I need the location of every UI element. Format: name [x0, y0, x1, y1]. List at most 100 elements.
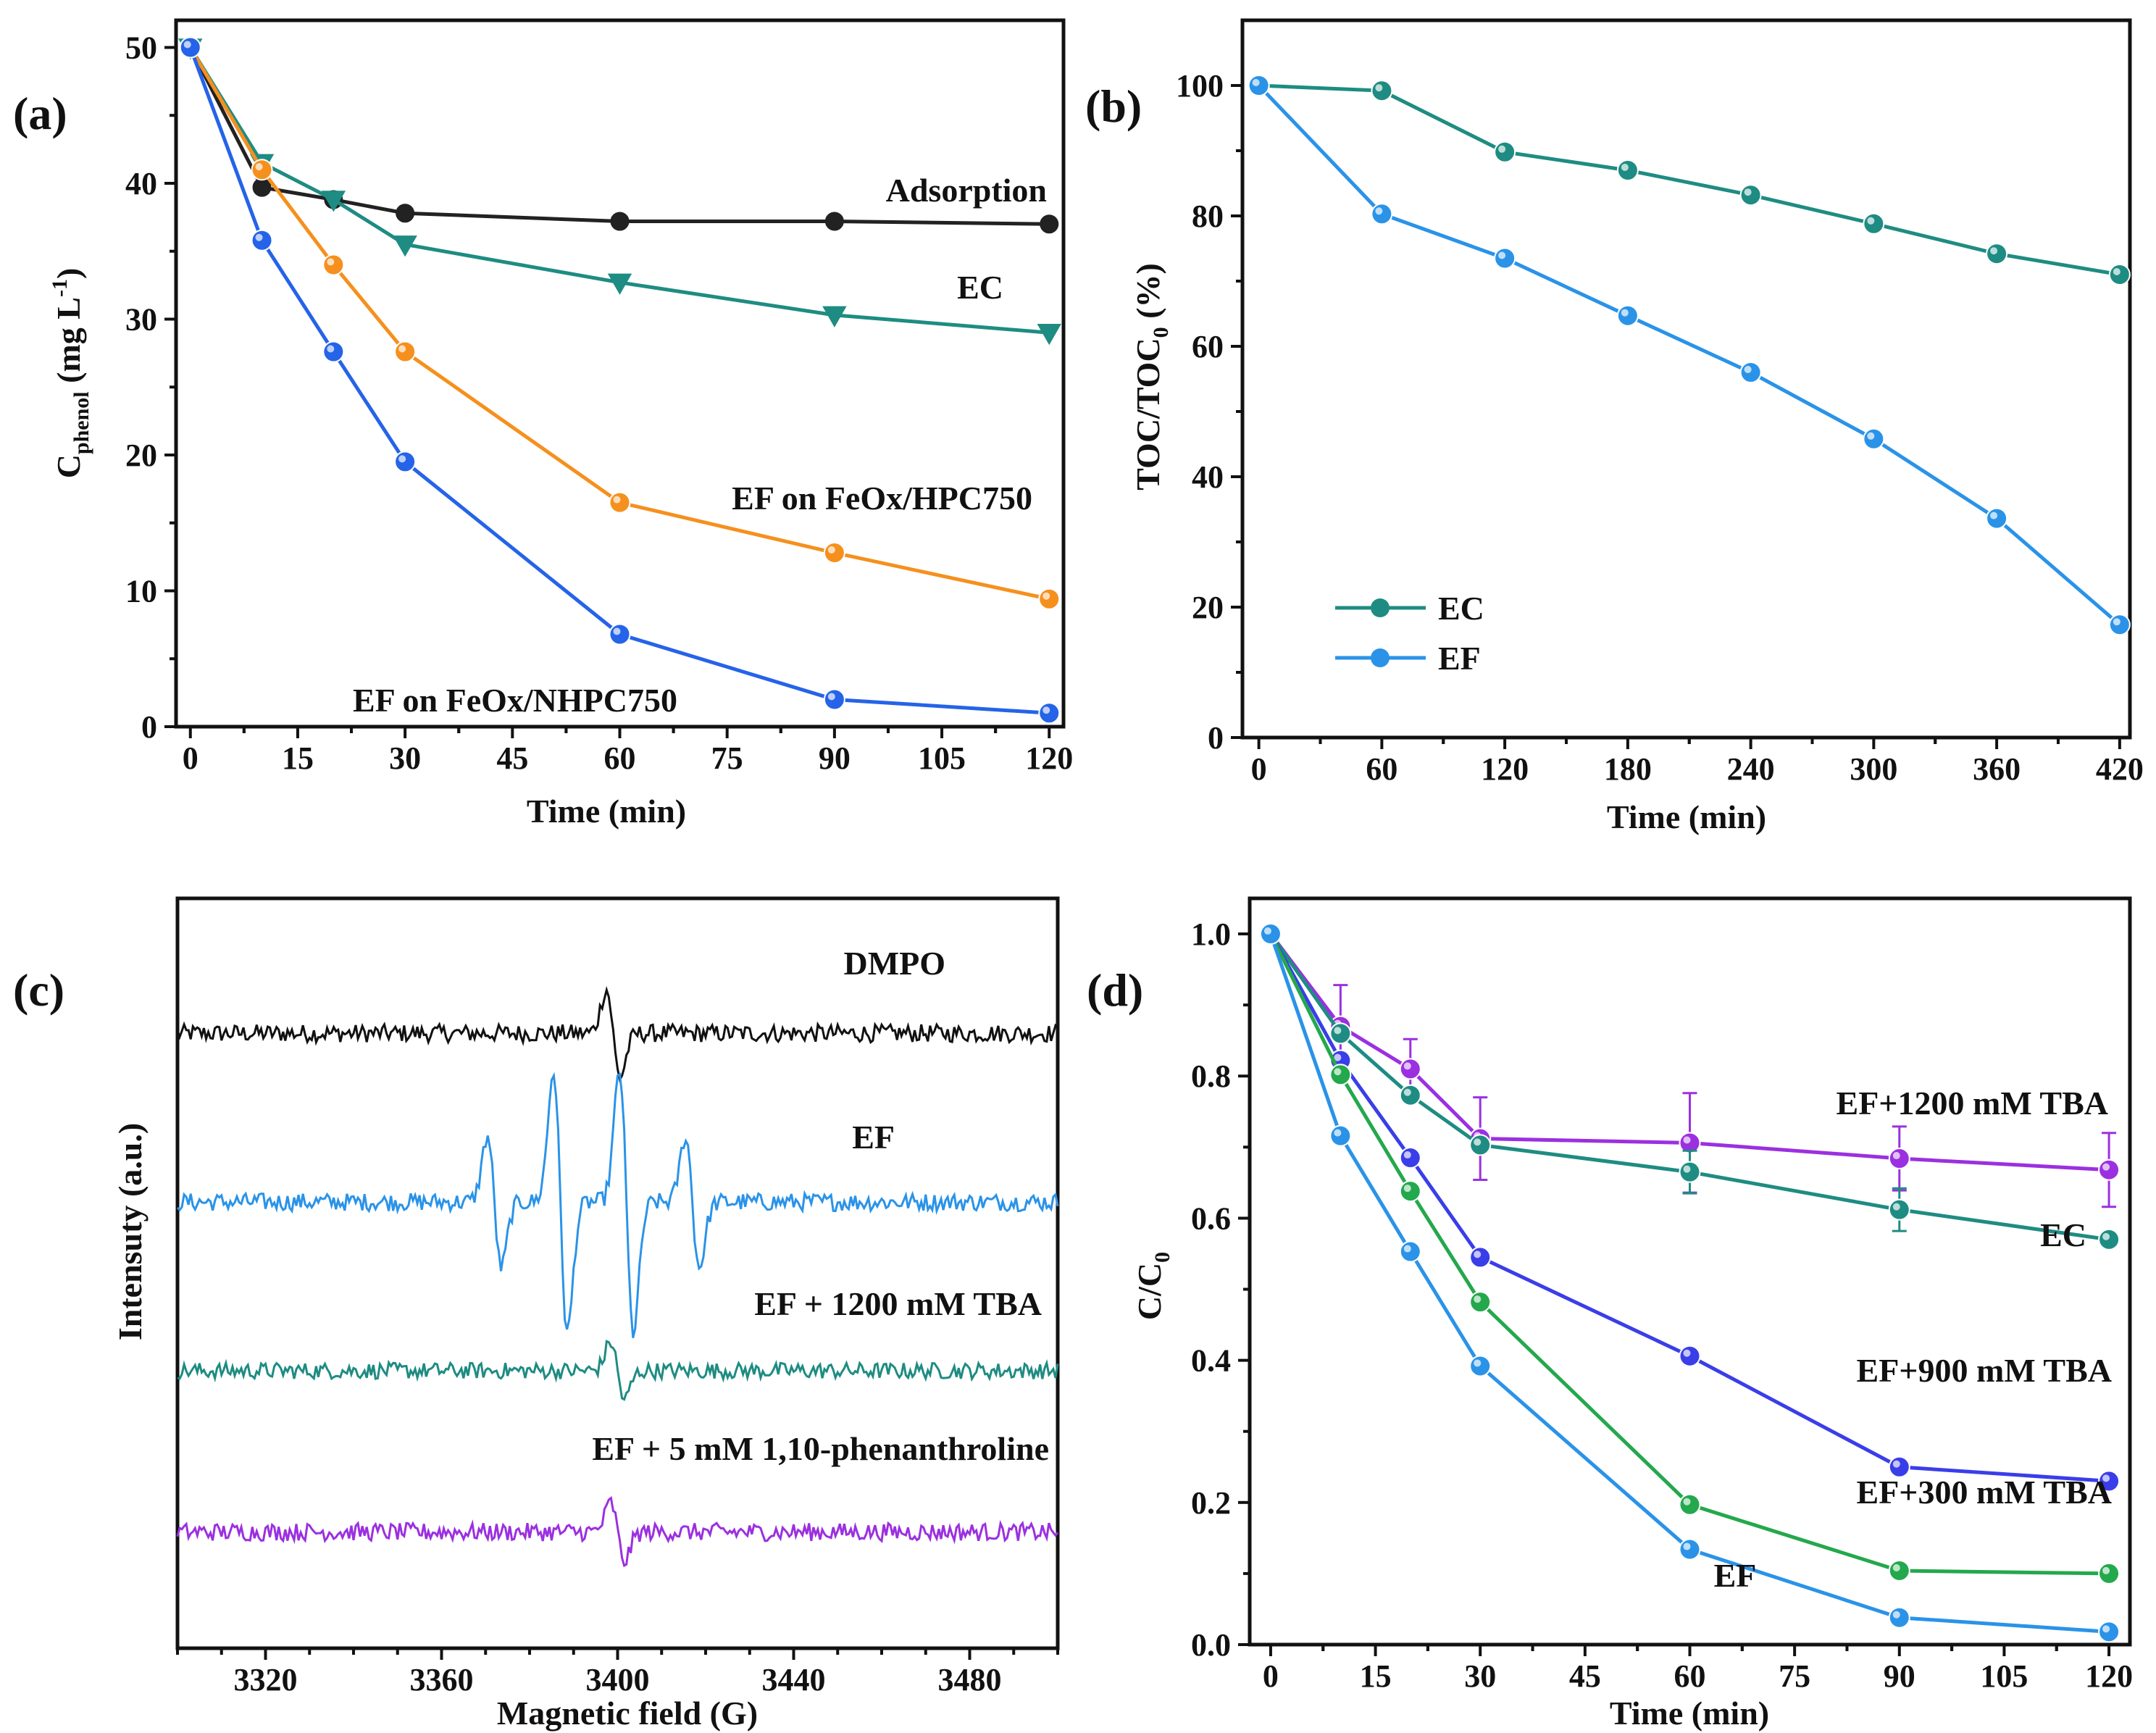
panel-a-x-tick-label: 75 — [711, 740, 743, 776]
panel-a-x-tick-label: 0 — [183, 740, 199, 776]
panel-b-series-ef-point — [1986, 507, 2008, 530]
panel-b-series-ef-point-highlight — [1252, 79, 1260, 86]
panel-b-series-ec-point-highlight — [1867, 217, 1875, 225]
panel-a-y-axis-unit: (mg L — [50, 297, 87, 391]
panel-c-plot-frame — [175, 896, 1060, 1650]
panel-c-spectrum-ef — [176, 1072, 1059, 1338]
panel-b-legend-marker-ec — [1371, 598, 1390, 617]
panel-d-series-ef-1200-mm-tba-point-highlight — [1403, 1062, 1411, 1070]
panel-a-label-ec: EC — [957, 269, 1003, 306]
panel-c-spectrum-ef-1200-mm-tba — [177, 1340, 1059, 1401]
panel-b-y-axis-unit: (%) — [1129, 263, 1166, 327]
panel-a-series-ef-on-feox-nhpc750-point-highlight — [255, 233, 263, 241]
panel-b-toc-removal: (b) 0 60 120 180 240 300 360 420 0 20 40 60 80 100 T… — [1085, 18, 2144, 835]
panel-d-x-tick-label: 45 — [1569, 1658, 1601, 1694]
panel-a-y-tick-label: 30 — [125, 302, 157, 338]
panel-c-x-tick-label: 3360 — [410, 1662, 474, 1697]
panel-d-series-ef-300-mm-tba-point — [1399, 1180, 1421, 1203]
panel-a-series-adsorption-point — [824, 212, 844, 231]
panel-d-series-ef-point-highlight — [1403, 1245, 1411, 1253]
panel-d-series-ef-300-mm-tba-point-highlight — [1334, 1068, 1342, 1076]
panel-a-series-ef-on-feox-hpc750-point — [322, 254, 345, 276]
panel-a-series-ef-on-feox-hpc750-point — [394, 341, 417, 363]
panel-c-x-tick-label: 3480 — [938, 1662, 1002, 1697]
panel-a-series-ef-on-feox-nhpc750-point — [394, 451, 417, 473]
panel-d-series-ec — [1259, 923, 2121, 1250]
panel-d-x-tick-label: 30 — [1464, 1658, 1496, 1694]
panel-c-x-tick-label: 3320 — [234, 1662, 298, 1697]
panel-d-series-ef-point-highlight — [1334, 1129, 1342, 1137]
panel-d-scavenger-test: (d) 0 15 30 45 60 75 90 105 120 0.0 0.2 0.4 0.6 0.8 1… — [1087, 896, 2133, 1732]
panel-d-series-ec-point — [1679, 1161, 1701, 1183]
panel-d-x-ticks: 0 15 30 45 60 75 90 105 120 — [1263, 1645, 2133, 1694]
panel-b-y-axis-subscript: 0 — [1149, 327, 1173, 338]
panel-c-spectrum-ef-5-mm-1-10-phenanthroline — [176, 1496, 1059, 1568]
panel-a-series-ef-on-feox-hpc750-point-highlight — [327, 258, 335, 266]
panel-b-y-tick-label: 100 — [1176, 68, 1224, 104]
panel-d-series-ef-300-mm-tba-point-highlight — [2102, 1566, 2110, 1574]
panel-c-label-ef-tba: EF + 1200 mM TBA — [754, 1285, 1042, 1322]
panel-d-series-ec-point — [1399, 1084, 1421, 1106]
panel-a-series-ef-on-feox-nhpc750-point-highlight — [398, 455, 406, 463]
panel-b-series-ef-point — [1248, 75, 1270, 96]
panel-a-x-tick-label: 120 — [1025, 740, 1073, 776]
panel-d-series-ef-point — [1399, 1240, 1421, 1263]
panel-b-y-tick-label: 80 — [1192, 199, 1224, 234]
panel-d-series-ec-point — [2098, 1228, 2121, 1250]
panel-a-label-ef-nhpc750: EF on FeOx/NHPC750 — [353, 682, 677, 719]
panel-c-x-axis-label: Magnetic field (G) — [497, 1695, 758, 1732]
panel-b-series-ef-point-highlight — [2113, 618, 2121, 626]
panel-d-series-ef-900-mm-tba-point-highlight — [1334, 1053, 1342, 1061]
panel-b-series-ef-point-highlight — [1867, 432, 1875, 440]
panel-d-series-ef-900-mm-tba-point — [1469, 1246, 1492, 1269]
panel-a-series-ef-on-feox-hpc750-point — [823, 542, 845, 564]
panel-d-series-ef-point — [1888, 1606, 1910, 1629]
panel-d-y-tick-label: 0.4 — [1191, 1343, 1231, 1379]
panel-d-series-ef-1200-mm-tba-point-highlight — [2102, 1163, 2110, 1171]
panel-a-series-ef-on-feox-nhpc750-point — [1038, 702, 1061, 724]
panel-d-series-ec-point — [1329, 1022, 1352, 1045]
panel-d-series-ef-300-mm-tba-point — [1679, 1493, 1701, 1516]
panel-a-series-ef-on-feox-nhpc750-line — [188, 46, 1050, 715]
panel-d-series-ef-1200-mm-tba-point — [1399, 1058, 1421, 1080]
panel-b-y-axis-label: TOC/TOC0 (%) — [1129, 263, 1173, 490]
panel-b-series-ef-point-highlight — [1744, 366, 1752, 373]
panel-a-y-axis-superscript: -1 — [48, 279, 72, 297]
panel-d-label-ef: EF — [1714, 1557, 1757, 1594]
panel-a-x-tick-label: 90 — [819, 740, 851, 776]
panel-d-y-tick-label: 0.6 — [1191, 1200, 1231, 1236]
panel-b-series-ef-point — [1863, 427, 1885, 450]
panel-b-series — [1248, 75, 2131, 636]
panel-b-series-ef-point-highlight — [1375, 207, 1383, 215]
panel-a-series-ef-on-feox-nhpc750 — [179, 36, 1061, 724]
panel-d-series-ef-1200-mm-tba-point-highlight — [1892, 1152, 1900, 1160]
panel-c-x-tick-label: 3440 — [762, 1662, 826, 1697]
panel-d-series-ec-point-highlight — [1334, 1027, 1342, 1035]
panel-d-series-ef-line — [1269, 933, 2110, 1634]
panel-d-series-ef-900-mm-tba-point-highlight — [2102, 1474, 2110, 1482]
panel-a-y-tick-label: 40 — [125, 166, 157, 201]
panel-d-series-ef-300-mm-tba-point-highlight — [1474, 1295, 1482, 1303]
panel-c-x-ticks: 3320 3360 3400 3440 3480 — [176, 1648, 1059, 1697]
panel-b-x-tick-label: 0 — [1251, 751, 1267, 787]
panel-d-series-ef-900-mm-tba-point-highlight — [1474, 1250, 1482, 1258]
panel-d-y-ticks: 0.0 0.2 0.4 0.6 0.8 1.0 — [1191, 916, 1250, 1663]
panel-a-y-tick-label: 10 — [125, 574, 157, 609]
panel-d-series-ef-1200-mm-tba-point — [2098, 1158, 2121, 1181]
panel-a-x-tick-label: 45 — [496, 740, 528, 776]
panel-b-series-ec-point — [1986, 243, 2008, 265]
panel-c-x-tick-label: 3400 — [586, 1662, 650, 1697]
panel-a-y-axis-close: ) — [50, 268, 87, 279]
panel-b-series-ec-point — [1494, 141, 1516, 163]
panel-d-y-tick-label: 0.8 — [1191, 1058, 1231, 1094]
panel-a-x-ticks: 0 15 30 45 60 75 90 105 120 — [183, 727, 1073, 776]
panel-b-y-tick-label: 60 — [1192, 329, 1224, 364]
panel-c-spectra — [176, 985, 1059, 1568]
panel-d-series-ef-900-mm-tba-line — [1269, 932, 2110, 1483]
panel-d-series-ef-point — [1259, 923, 1282, 945]
panel-d-x-tick-label: 120 — [2085, 1658, 2133, 1694]
panel-d-series-ef-900-mm-tba-point-highlight — [1683, 1349, 1691, 1357]
panel-a-series-ef-on-feox-hpc750-point-highlight — [613, 496, 621, 504]
panel-d-x-tick-label: 60 — [1674, 1658, 1706, 1694]
panel-b-x-tick-label: 300 — [1850, 751, 1897, 787]
